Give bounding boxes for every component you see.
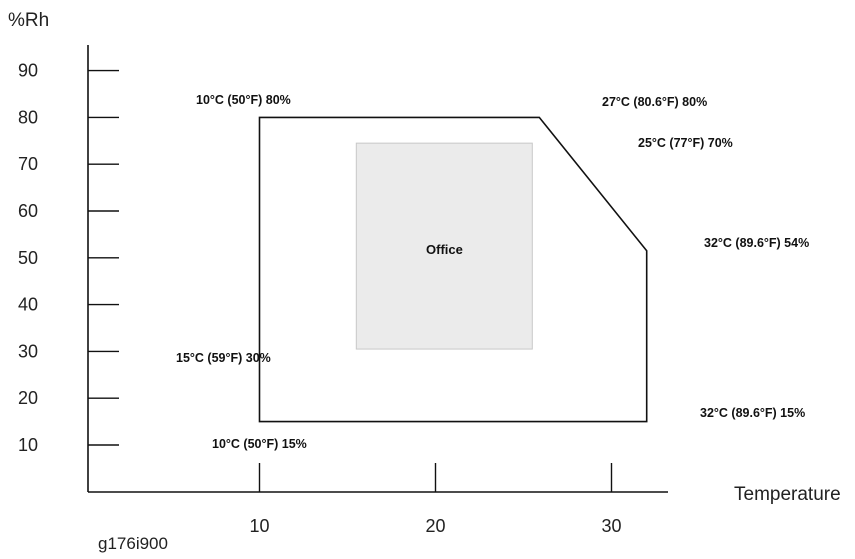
y-tick-label: 90 — [18, 61, 38, 81]
operating-envelope — [258, 116, 648, 423]
figure-id: g176i900 — [98, 534, 168, 553]
y-tick-label: 70 — [18, 154, 38, 174]
annotation-32c-54: 32°C (89.6°F) 54% — [704, 236, 809, 250]
annotation-10c-80: 10°C (50°F) 80% — [196, 93, 291, 107]
x-axis-title: Temperature — [734, 484, 841, 505]
annotation-32c-15: 32°C (89.6°F) 15% — [700, 406, 805, 420]
x-tick-label: 10 — [249, 516, 269, 536]
x-tick-label: 30 — [601, 516, 621, 536]
y-tick-label: 40 — [18, 295, 38, 315]
y-tick-label: 20 — [18, 388, 38, 408]
annotation-25c-70: 25°C (77°F) 70% — [638, 136, 733, 150]
y-tick-label: 50 — [18, 248, 38, 268]
annotation-27c-80: 27°C (80.6°F) 80% — [602, 95, 707, 109]
y-tick-label: 80 — [18, 107, 38, 127]
office-label: Office — [426, 242, 463, 257]
y-tick-label: 60 — [18, 201, 38, 221]
regions — [258, 116, 648, 423]
y-tick-label: 30 — [18, 341, 38, 361]
x-tick-label: 20 — [425, 516, 445, 536]
y-tick-label: 10 — [18, 435, 38, 455]
annotation-10c-15: 10°C (50°F) 15% — [212, 437, 307, 451]
y-axis-title: %Rh — [8, 10, 49, 31]
ticks: 10 20 30 40 50 60 70 80 90 10 20 30 — [18, 61, 622, 536]
annotation-15c-30: 15°C (59°F) 30% — [176, 351, 271, 365]
office-region — [355, 142, 533, 350]
axes — [87, 45, 668, 493]
